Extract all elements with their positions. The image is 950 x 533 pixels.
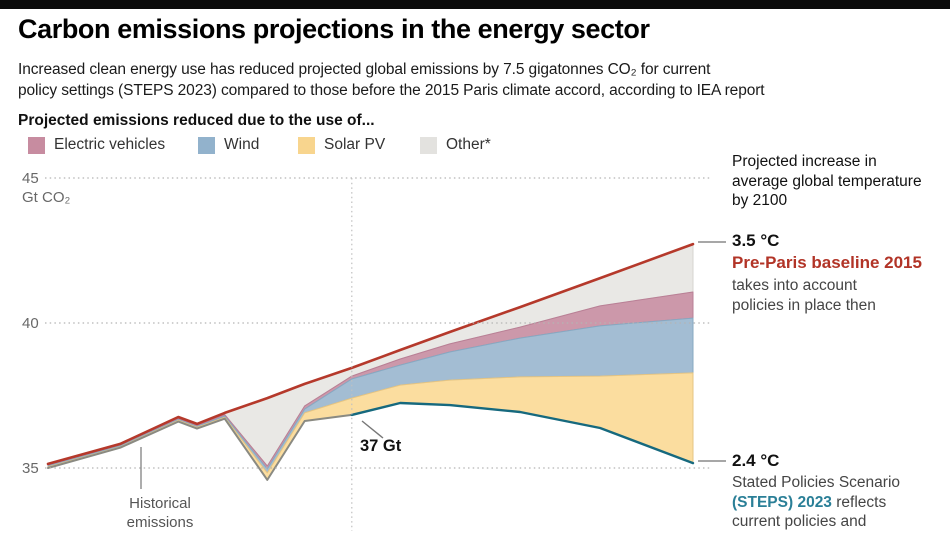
annotation-historical-emissions: Historical emissions [105, 494, 215, 532]
temp-header-line-1: Projected increase in [732, 153, 877, 170]
subtitle-line-1: Increased clean energy use has reduced p… [18, 61, 711, 78]
legend-label: Other* [446, 136, 491, 153]
steps-after-label: reflects [831, 493, 887, 511]
annotation-steps-desc: Stated Policies Scenario (STEPS) 2023 re… [732, 473, 944, 532]
annotation-baseline-desc: takes into account policies in place the… [732, 276, 944, 315]
legend-label: Solar PV [324, 136, 386, 153]
legend-swatch-wind-icon [198, 136, 215, 154]
chart-annotation-lines [140, 241, 726, 489]
steps-desc-line-3: current policies and [732, 513, 867, 530]
legend-title: Projected emissions reduced due to the u… [18, 112, 375, 129]
y-axis-tick-35: 35 [22, 460, 39, 477]
legend-item-solar-pv: Solar PV [298, 136, 385, 154]
steps-desc-line-1: Stated Policies Scenario [732, 474, 901, 491]
line-steps-2023 [350, 401, 695, 465]
annotation-37gt: 37 Gt [360, 437, 402, 455]
annotation-temperature-header: Projected increase in average global tem… [732, 152, 944, 211]
annotation-steps-temp: 2.4 °C [732, 451, 780, 470]
gt37-pointer-line [361, 420, 384, 439]
line-historical-emissions [47, 413, 353, 481]
top-black-bar [0, 0, 950, 9]
steps-desc-line-2: (STEPS) 2023 reflects [732, 493, 944, 513]
y-axis-unit: Gt CO₂ [22, 189, 71, 206]
historical-line-2: emissions [126, 514, 194, 531]
temp-header-line-3: by 2100 [732, 192, 788, 209]
y-axis-tick-45: 45 [22, 170, 39, 187]
legend-item-wind: Wind [198, 136, 259, 154]
legend-swatch-other-icon [420, 136, 437, 154]
baseline-desc-line-2: policies in place then [732, 296, 876, 314]
page-title: Carbon emissions projections in the ener… [18, 14, 650, 44]
legend-item-other: Other* [420, 136, 491, 154]
historical-line-1: Historical [129, 495, 191, 512]
baseline-desc-line-1: takes into account [732, 277, 857, 294]
annotation-baseline-name: Pre-Paris baseline 2015 [732, 253, 922, 272]
annotation-baseline-temp: 3.5 °C [732, 231, 780, 250]
temp-header-line-2: average global temperature [732, 172, 922, 190]
subtitle-line-2: policy settings (STEPS 2023) compared to… [18, 82, 765, 99]
legend-item-electric-vehicles: Electric vehicles [28, 136, 165, 154]
legend-label: Wind [224, 136, 260, 153]
chart-data-layer [46, 242, 695, 481]
legend-label: Electric vehicles [54, 136, 166, 153]
legend-swatch-electric-vehicles-icon [28, 136, 45, 154]
line-pre-paris-baseline-2015 [46, 242, 695, 466]
steps-bold-label: (STEPS) 2023 [732, 493, 832, 511]
legend-swatch-solar-pv-icon [298, 136, 315, 154]
y-axis-tick-40: 40 [22, 315, 39, 332]
